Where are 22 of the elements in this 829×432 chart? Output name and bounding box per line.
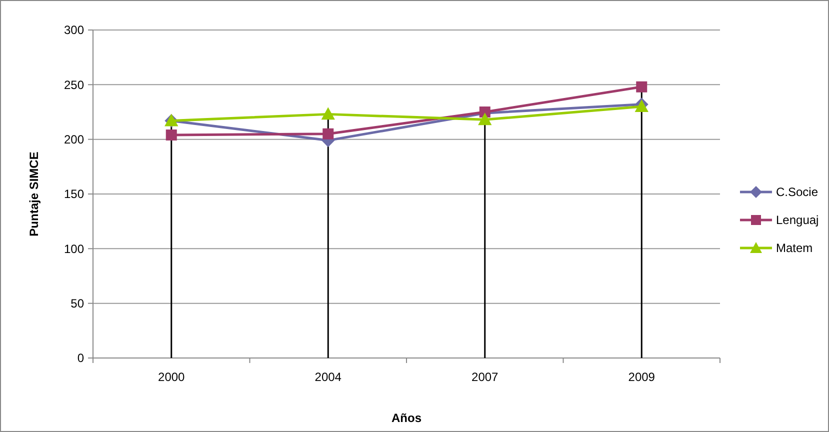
legend-label: C.Socie (776, 185, 818, 200)
y-tick-label: 100 (64, 242, 84, 256)
x-tick-label: 2007 (472, 370, 499, 384)
y-tick-label: 50 (70, 296, 84, 311)
legend-label: Lenguaj (776, 213, 819, 228)
y-axis-title: Puntaje SIMCE (27, 152, 41, 236)
y-tick-label: 0 (77, 351, 84, 366)
point (636, 81, 648, 92)
x-tick-label: 2000 (158, 370, 186, 384)
y-tick-label: 250 (64, 78, 84, 92)
y-tick-label: 200 (64, 132, 84, 147)
point (635, 100, 648, 112)
x-axis-title: Años (392, 411, 422, 425)
point (322, 128, 334, 140)
x-tick-label: 2004 (314, 370, 342, 384)
y-tick-label: 150 (64, 187, 84, 202)
point (166, 129, 177, 140)
point (322, 108, 335, 120)
point (478, 113, 492, 126)
legend-label: Matem (776, 241, 813, 256)
y-tick-label: 300 (64, 23, 84, 38)
x-tick-label: 2009 (628, 370, 656, 384)
